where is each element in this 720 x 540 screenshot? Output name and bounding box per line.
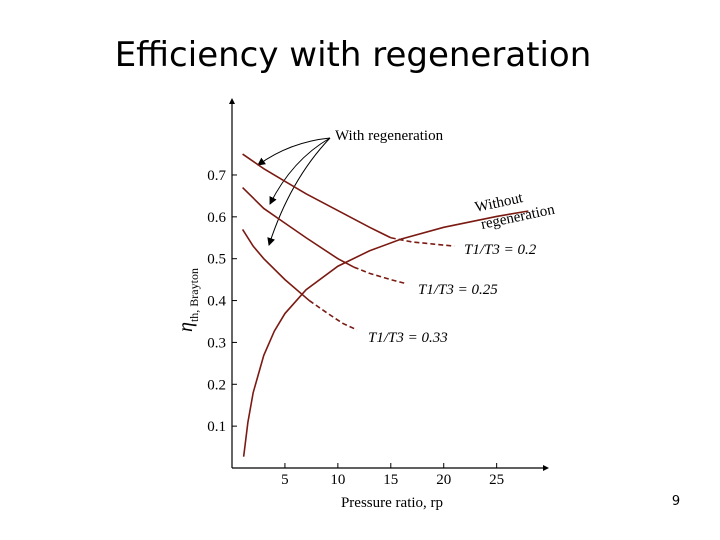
x-tick-label: 25 <box>489 472 504 488</box>
y-label-subscript: th, Brayton <box>187 268 201 322</box>
y-tick-label: 0.2 <box>207 377 226 393</box>
y-tick-label: 0.3 <box>207 335 226 351</box>
annotation: T1/T3 = 0.33 <box>368 330 448 346</box>
annotation: With regeneration <box>335 128 444 144</box>
series-line <box>390 236 455 247</box>
annotation: T1/T3 = 0.25 <box>418 282 498 298</box>
series-line <box>241 228 310 302</box>
y-tick-label: 0.7 <box>207 168 226 184</box>
axis-arrow <box>229 98 235 104</box>
y-axis-label: ηth, Brayton <box>175 268 201 332</box>
axis-arrow <box>543 465 549 471</box>
x-tick-label: 20 <box>436 472 451 488</box>
series-line <box>353 266 407 285</box>
y-tick-label: 0.6 <box>207 210 226 226</box>
plot: 5 10 15 20 25 0.1 0.2 0.3 0.4 0.5 0.6 0.7 <box>207 98 549 488</box>
arrows <box>257 137 331 246</box>
y-tick-label: 0.4 <box>207 294 226 310</box>
x-axis-label: Pressure ratio, rp <box>341 495 443 511</box>
series-line <box>242 210 529 457</box>
x-tick-label: 15 <box>383 472 398 488</box>
y-tick-label: 0.5 <box>207 252 226 268</box>
y-label-symbol: η <box>175 322 197 332</box>
x-tick-label: 10 <box>330 472 345 488</box>
series-line <box>308 299 358 331</box>
x-tick-label: 5 <box>281 472 289 488</box>
page-number: 9 <box>672 494 680 509</box>
series-line <box>242 153 392 239</box>
y-tick-label: 0.1 <box>207 419 226 435</box>
chart-title: Efficiency with regeneration <box>115 35 592 75</box>
series-line <box>242 186 355 268</box>
annotation: T1/T3 = 0.2 <box>464 242 537 258</box>
